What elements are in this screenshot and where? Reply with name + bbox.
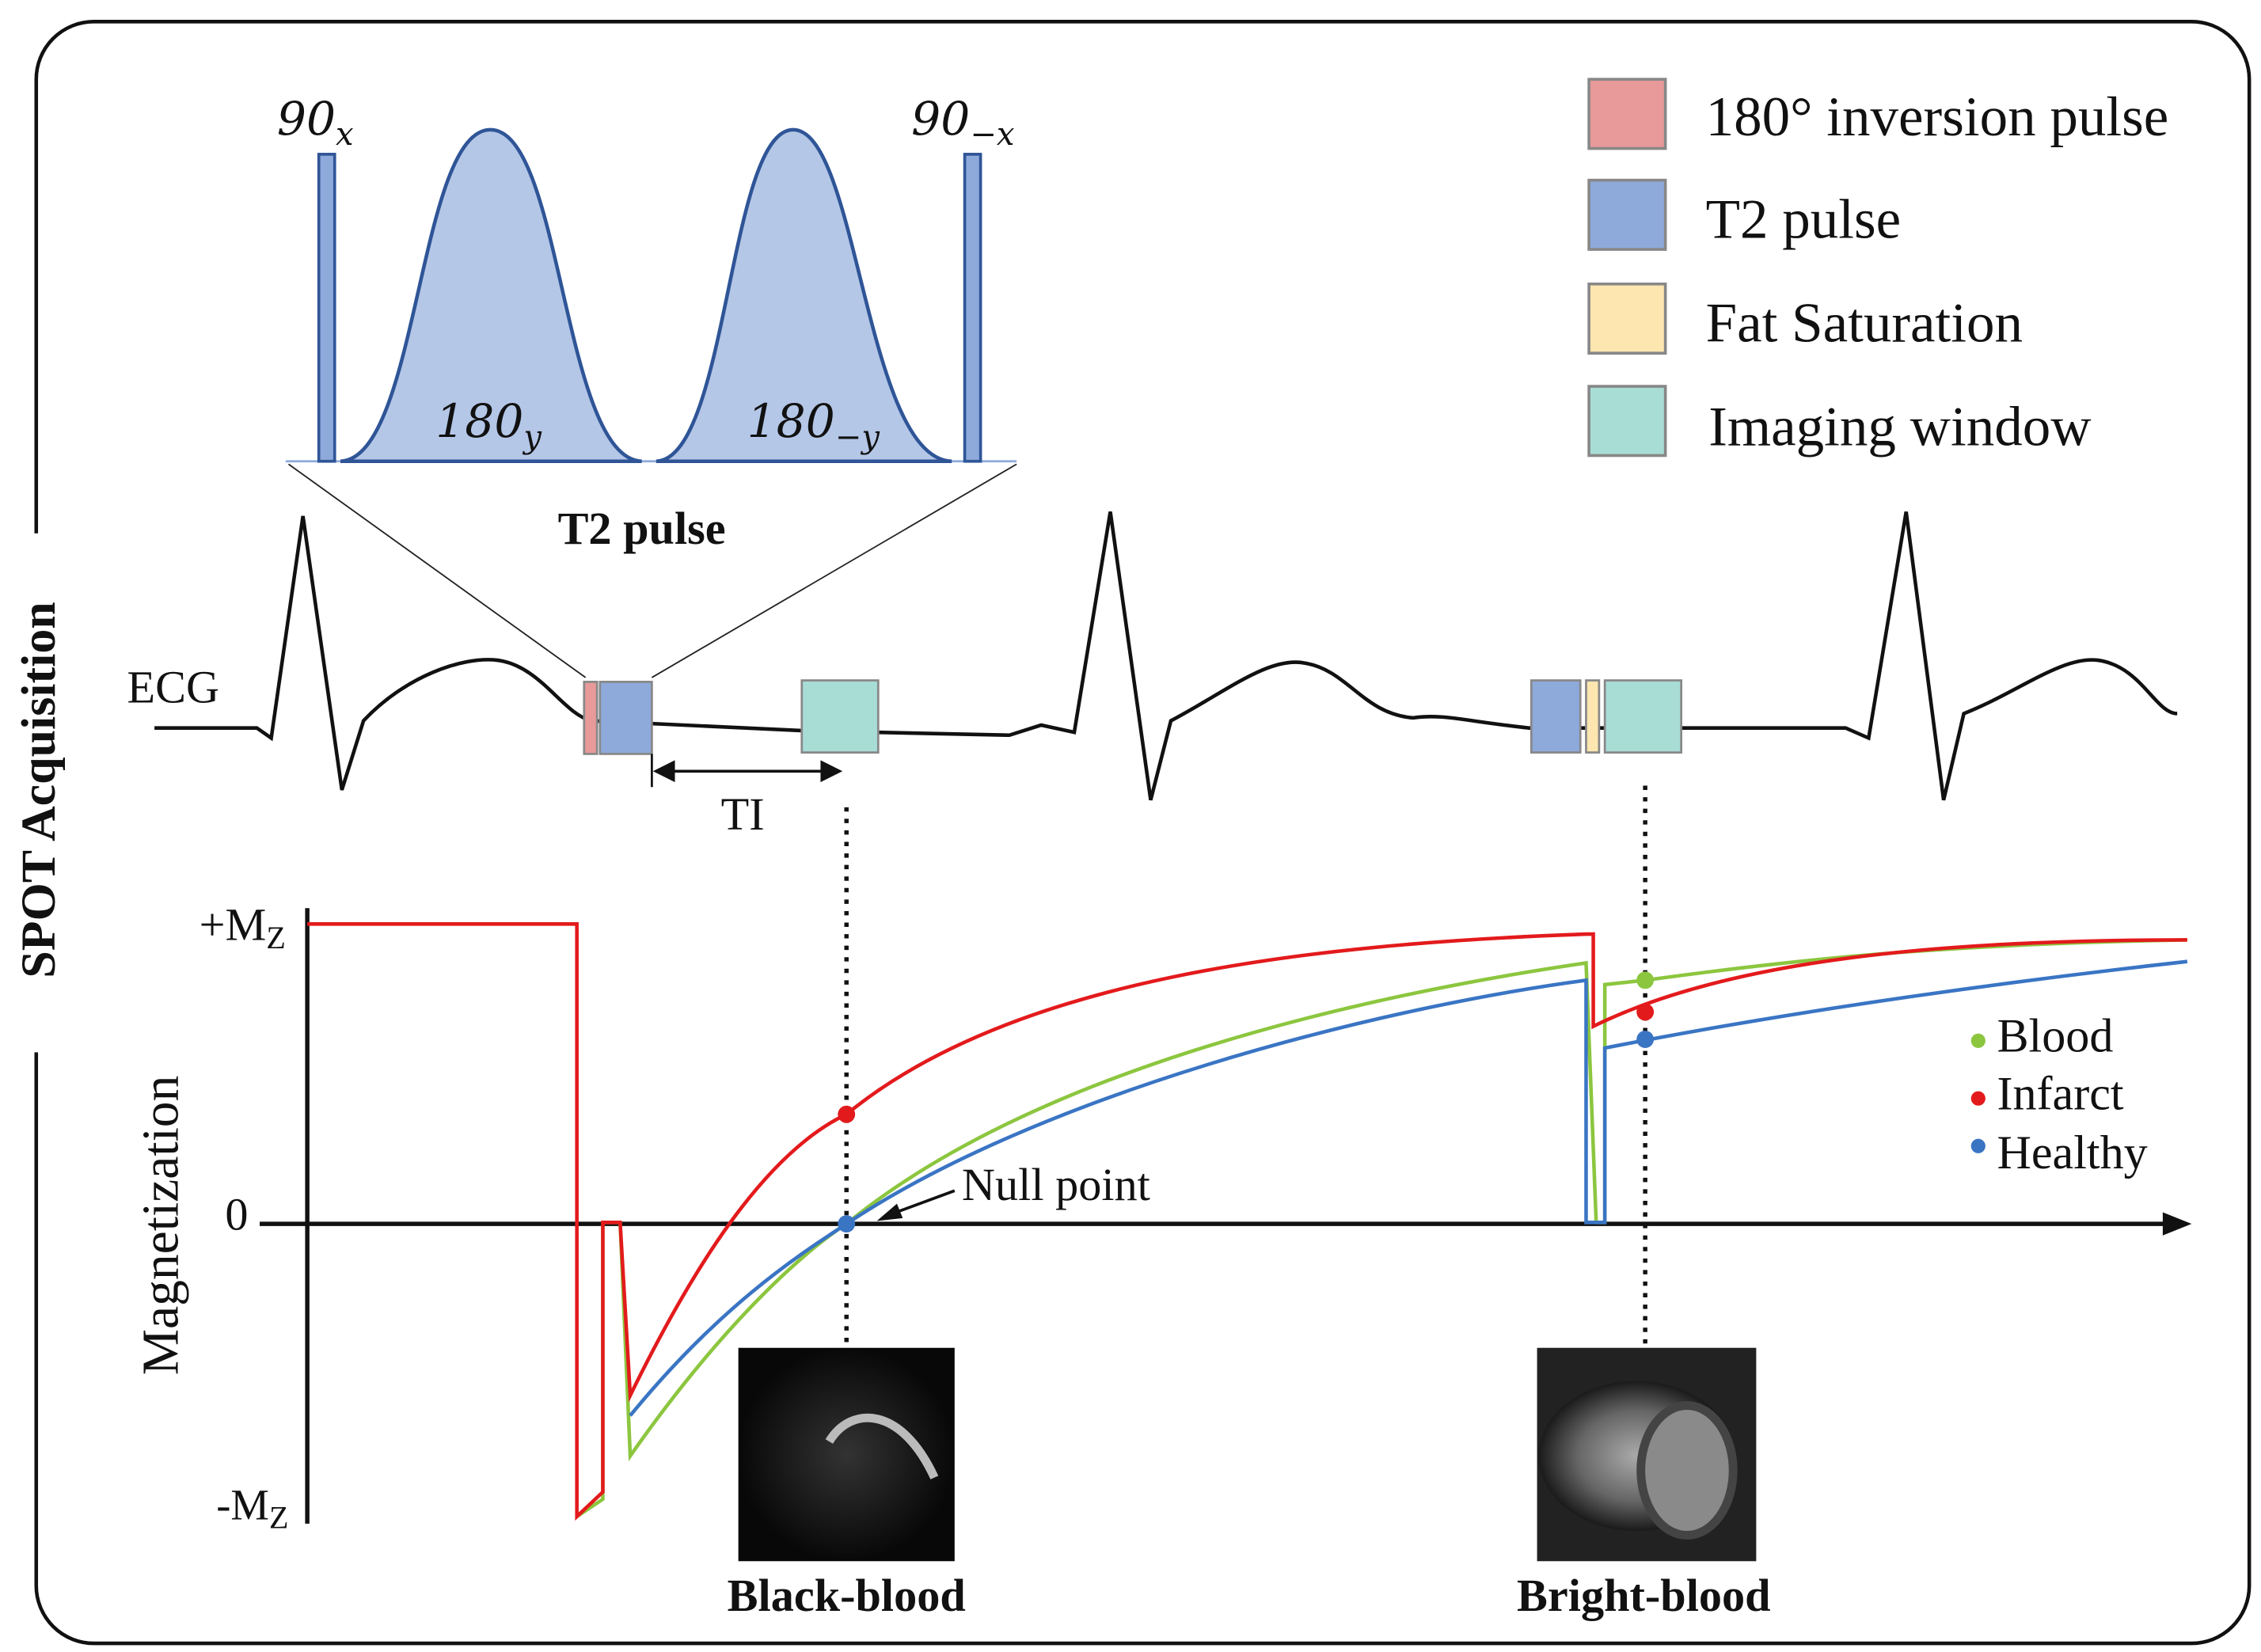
curve-legend-label: Blood (1997, 1009, 2113, 1062)
curve-point (1636, 1003, 1655, 1021)
curve-infarct (307, 922, 2187, 1521)
pulse-label: 180−y (747, 394, 881, 455)
image-detail (1636, 1401, 1738, 1540)
legend-swatch (1587, 282, 1667, 355)
zoom-line (287, 463, 587, 678)
pulse-180 (656, 127, 952, 464)
curve-point (1636, 1031, 1655, 1048)
imaging-window (1603, 679, 1683, 754)
y-tick-label: -MZ (216, 1480, 288, 1535)
imaging-window (800, 679, 880, 754)
pulse-label: 90−x (911, 92, 1014, 153)
x-axis-arrow (2162, 1212, 2192, 1236)
title: SPOT Acquisition (12, 602, 66, 978)
curve-legend-dot (1970, 1138, 1986, 1153)
curve-healthy (629, 959, 2188, 1417)
ti-arrow (652, 760, 843, 783)
pulse-label: 180y (435, 394, 542, 455)
legend: 180° inversion pulse T2 pulse Fat Satura… (1587, 78, 2169, 458)
black-blood-image (738, 1347, 955, 1562)
curve-legend-label: Infarct (1997, 1066, 2123, 1119)
image-label: Black-blood (728, 1570, 966, 1621)
legend-swatch (1587, 78, 1667, 150)
pulse-90 (317, 153, 336, 463)
frame-gap (14, 533, 73, 1053)
y-tick-label: 0 (225, 1189, 248, 1240)
curve-legend-dot (1970, 1091, 1986, 1106)
y-tick-label: +MZ (200, 899, 286, 955)
ecg-trace (154, 511, 2178, 801)
curve-point (838, 1215, 856, 1233)
t2-pulse-inset: 90x 90−x 180y 180−y T2 pulse (277, 92, 1017, 678)
inset-label: T2 pulse (558, 503, 726, 554)
y-axis-label: Magnetization (133, 1076, 190, 1376)
zoom-line (651, 463, 1017, 678)
t2-pulse-block (598, 681, 653, 755)
pulse-90 (963, 153, 982, 463)
curve-point (1636, 971, 1655, 989)
curve-legend-label: Healthy (1997, 1126, 2147, 1179)
image-detail (825, 1413, 939, 1479)
legend-swatch (1587, 385, 1667, 458)
pulse-label: 90x (277, 92, 354, 153)
ecg-label: ECG (127, 662, 220, 713)
legend-swatch (1587, 178, 1667, 251)
legend-label: T2 pulse (1706, 188, 1902, 250)
legend-label: 180° inversion pulse (1706, 86, 2169, 148)
frame (34, 20, 2252, 1646)
fat-saturation (1585, 679, 1601, 754)
bright-blood-image (1537, 1347, 1757, 1562)
curve-legend-dot (1970, 1033, 1986, 1048)
annotation: Null point (962, 1159, 1150, 1210)
ti-label: TI (721, 788, 765, 840)
legend-label: Imaging window (1708, 397, 2091, 458)
curve-point (838, 1105, 856, 1123)
t2-pulse-block (1530, 679, 1582, 754)
image-label: Bright-blood (1517, 1570, 1771, 1621)
pulse-180 (340, 127, 642, 464)
inversion-pulse (583, 681, 598, 755)
annotation-arrowhead (876, 1203, 903, 1221)
legend-label: Fat Saturation (1706, 293, 2023, 355)
